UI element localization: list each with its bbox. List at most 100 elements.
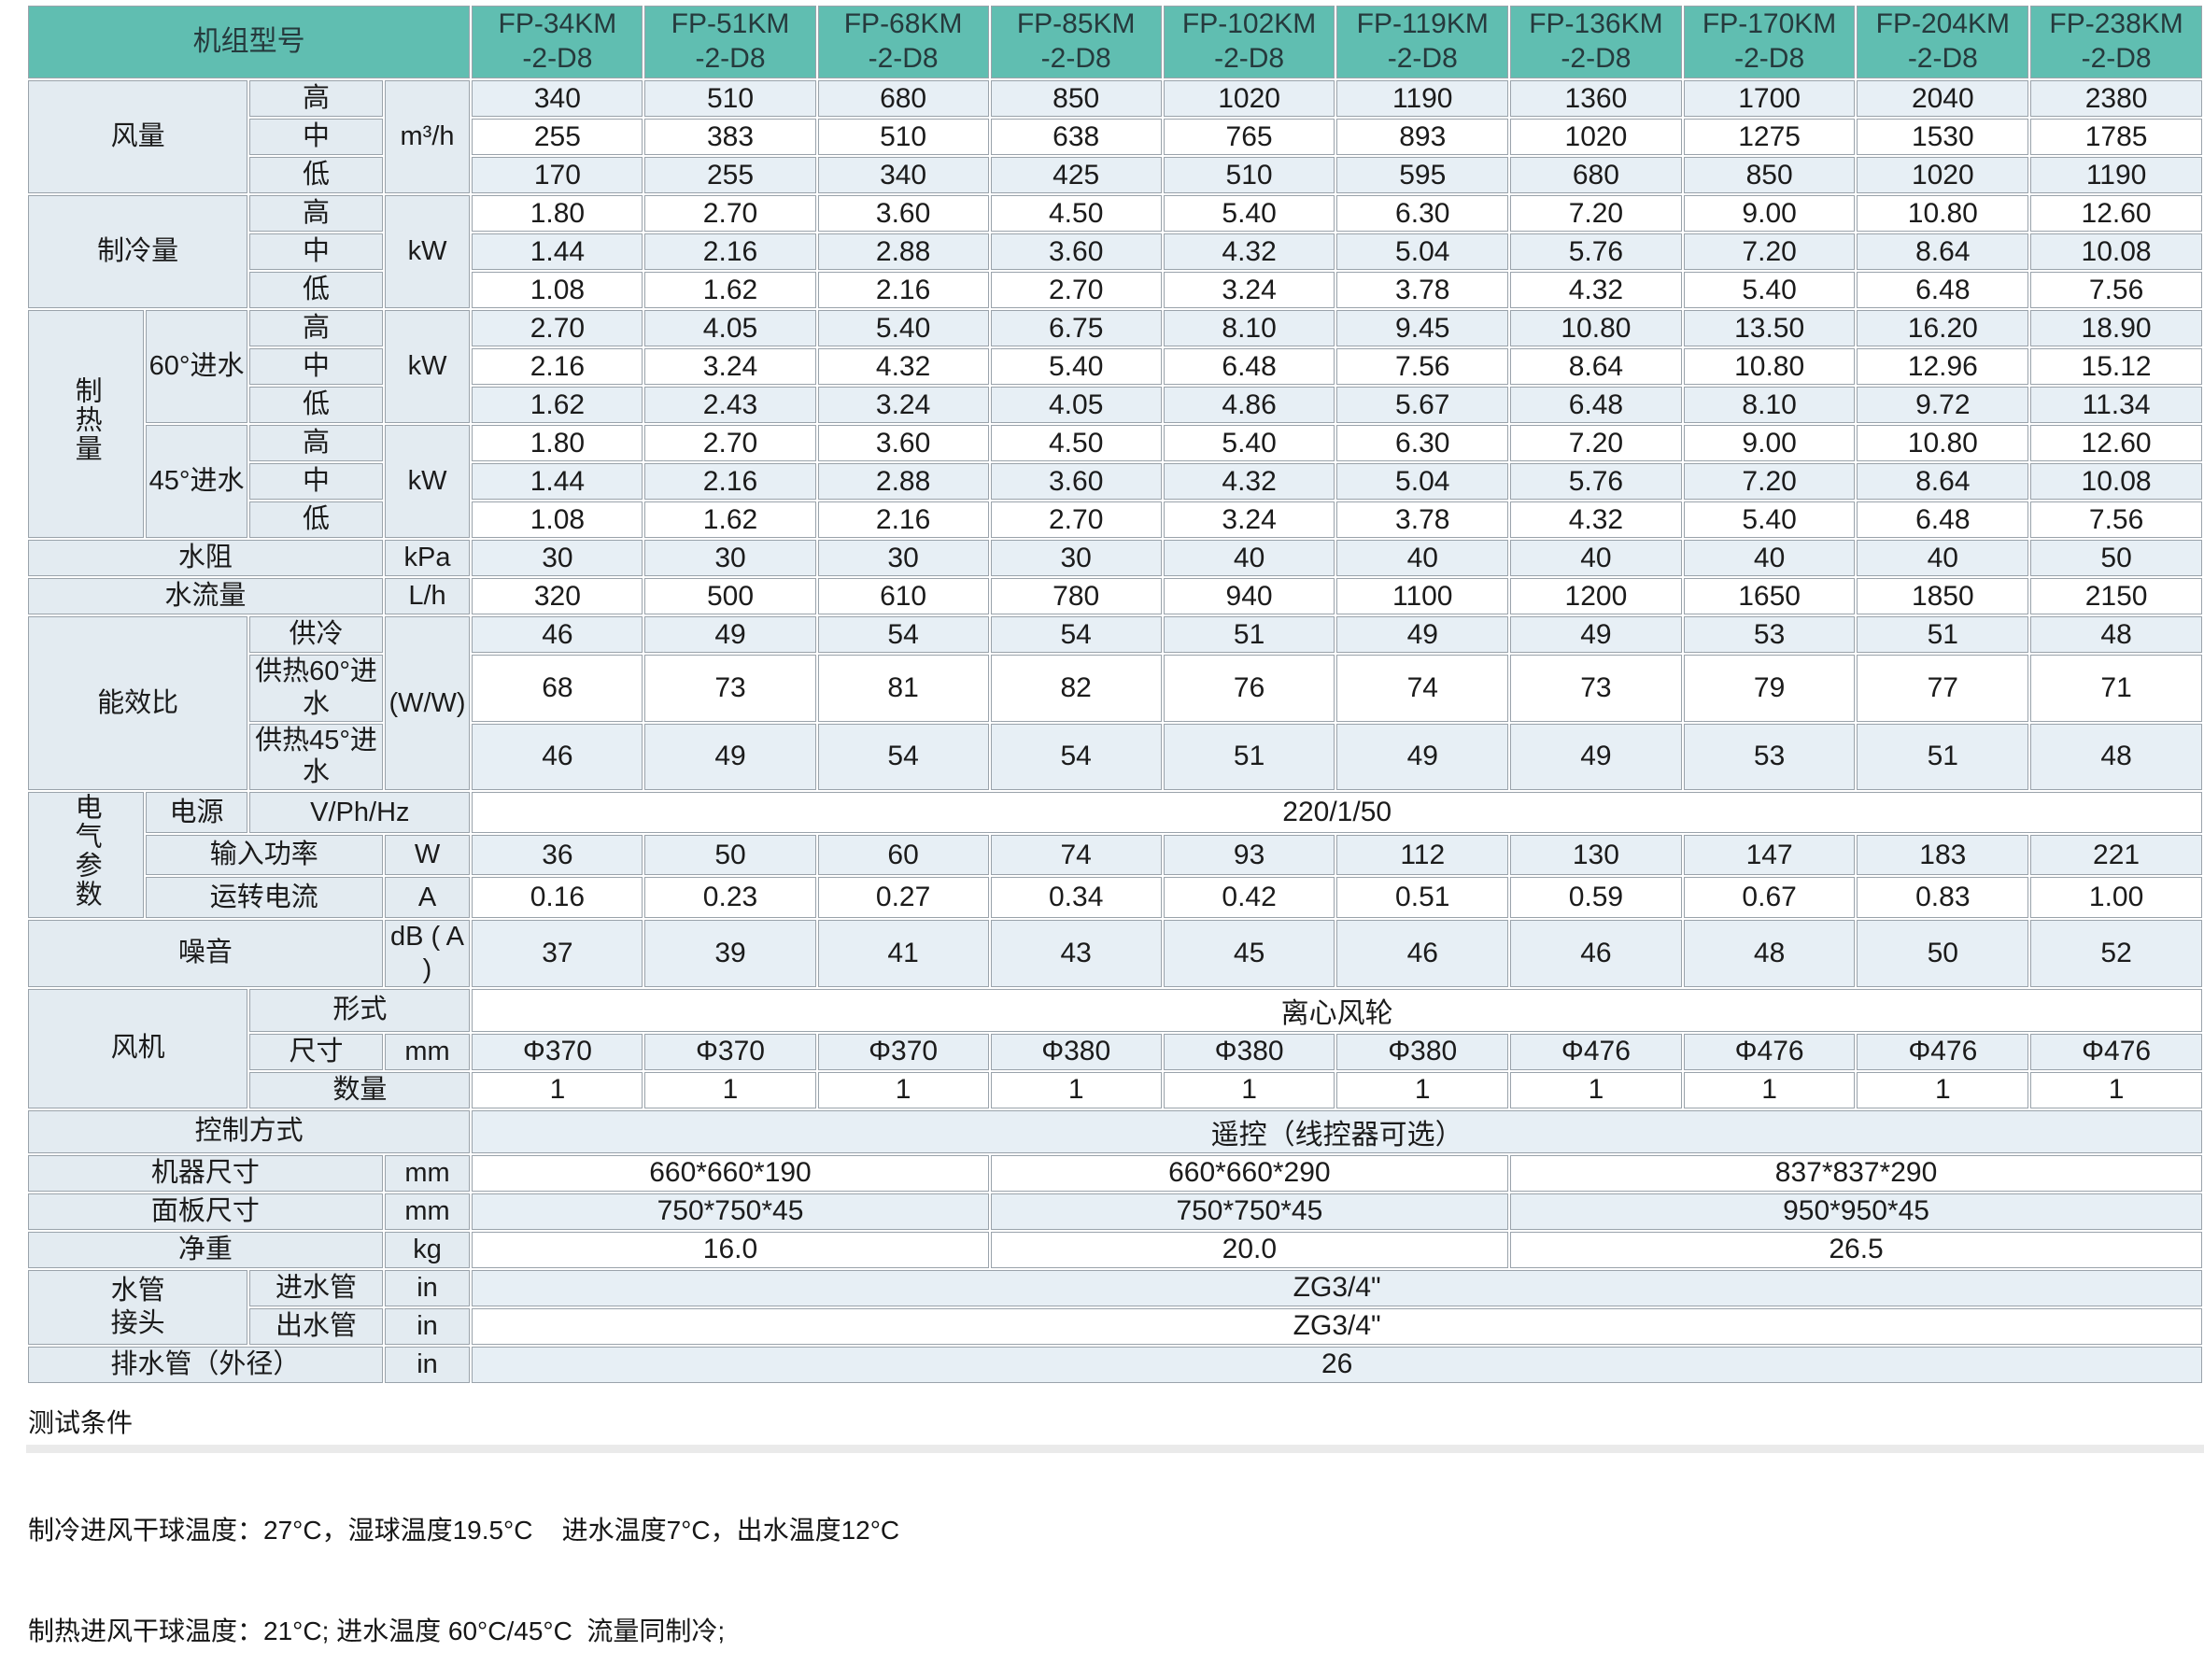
value-cell: 60 [817, 834, 989, 876]
model-header: FP-204KM -2-D8 [1857, 6, 2029, 78]
table-row: 尺寸 mm Φ370 Φ370 Φ370 Φ380 Φ380 Φ380 Φ476 Φ476 Φ476… [28, 1033, 2202, 1070]
row-label: 高 [249, 310, 383, 346]
value-cell: 893 [1336, 119, 1509, 155]
value-cell: 46 [472, 723, 643, 791]
value-cell: 1.62 [644, 501, 816, 538]
value-cell: 5.40 [990, 348, 1162, 385]
value-cell: 15.12 [2030, 348, 2202, 385]
merged-value-cell: 遥控（线控器可选） [472, 1109, 2202, 1153]
value-cell: 850 [1683, 157, 1856, 193]
value-cell: 54 [990, 723, 1162, 791]
spec-table-body: 机组型号 FP-34KM -2-D8 FP-51KM -2-D8 FP-68KM -2… [28, 6, 2202, 1383]
table-row: 中 1.44 2.16 2.88 3.60 4.32 5.04 5.76 7.20 8.64 10.… [28, 463, 2202, 500]
table-row: 电气参数 电源 V/Ph/Hz 220/1/50 [28, 792, 2202, 918]
merged-value-cell: 26.5 [1510, 1231, 2202, 1268]
value-cell: 41 [817, 919, 989, 987]
value-cell: 50 [644, 834, 816, 876]
value-cell: 54 [817, 723, 989, 791]
value-cell: 1200 [1510, 578, 1682, 614]
value-cell: 54 [990, 616, 1162, 653]
value-cell: 2.16 [644, 233, 816, 270]
value-cell: 10.08 [2030, 463, 2202, 500]
model-header: FP-119KM -2-D8 [1336, 6, 1509, 78]
value-cell: 765 [1163, 119, 1335, 155]
value-cell: 30 [990, 540, 1162, 576]
value-cell: 610 [817, 578, 989, 614]
value-cell: 4.32 [1163, 233, 1335, 270]
value-cell: 16.20 [1857, 310, 2029, 346]
value-cell: Φ380 [1336, 1033, 1509, 1070]
value-cell: 3.78 [1336, 272, 1509, 308]
unit-label: dB ( A ) [384, 919, 471, 987]
value-cell: 12.96 [1857, 348, 2029, 385]
merged-value-cell: 26 [472, 1346, 2202, 1383]
value-cell: 76 [1163, 655, 1335, 722]
value-cell: 1.80 [472, 195, 643, 232]
model-header: FP-68KM -2-D8 [817, 6, 989, 78]
table-row: 低 1.08 1.62 2.16 2.70 3.24 3.78 4.32 5.40 6.48 7.5… [28, 501, 2202, 538]
row-label: 水管 接头 [28, 1269, 248, 1345]
row-label: 中 [249, 348, 383, 385]
row-label: 中 [249, 463, 383, 500]
value-cell: 5.40 [1683, 272, 1856, 308]
value-cell: 1 [644, 1071, 816, 1108]
value-cell: 4.50 [990, 195, 1162, 232]
value-cell: 1.44 [472, 233, 643, 270]
value-cell: 46 [472, 616, 643, 653]
merged-value-cell: 16.0 [472, 1231, 989, 1268]
value-cell: 1.44 [472, 463, 643, 500]
value-cell: 5.40 [1683, 501, 1856, 538]
unit-label: (W/W) [384, 616, 471, 791]
row-label: 风量 [28, 80, 248, 193]
unit-label: kW [384, 310, 471, 423]
row-label: 控制方式 [28, 1109, 471, 1153]
value-cell: 1 [1857, 1071, 2029, 1108]
value-cell: 510 [817, 119, 989, 155]
value-cell: 0.34 [990, 877, 1162, 918]
value-cell: Φ476 [1857, 1033, 2029, 1070]
merged-value-cell: 660*660*290 [990, 1154, 1509, 1192]
model-header: FP-51KM -2-D8 [644, 6, 816, 78]
value-cell: 9.72 [1857, 387, 2029, 423]
value-cell: 40 [1336, 540, 1509, 576]
value-cell: Φ380 [990, 1033, 1162, 1070]
unit-label: mm [384, 1033, 471, 1070]
value-cell: 1 [1336, 1071, 1509, 1108]
value-cell: 53 [1683, 723, 1856, 791]
unit-label: in [384, 1269, 471, 1306]
value-cell: 1190 [1336, 80, 1509, 117]
table-row: 机器尺寸 mm 660*660*190 660*660*290 837*837*290 [28, 1154, 2202, 1192]
value-cell: 6.30 [1336, 195, 1509, 232]
value-cell: 37 [472, 919, 643, 987]
row-label: 水阻 [28, 540, 383, 576]
value-cell: 1 [472, 1071, 643, 1108]
table-row: 面板尺寸 mm 750*750*45 750*750*45 950*950*45 [28, 1193, 2202, 1230]
value-cell: 638 [990, 119, 1162, 155]
value-cell: 1.62 [472, 387, 643, 423]
table-row: 低 170 255 340 425 510 595 680 850 1020 1190 [28, 157, 2202, 193]
value-cell: 43 [990, 919, 1162, 987]
value-cell: 8.10 [1683, 387, 1856, 423]
value-cell: 8.64 [1510, 348, 1682, 385]
value-cell: 2.88 [817, 233, 989, 270]
value-cell: 81 [817, 655, 989, 722]
value-cell: 510 [644, 80, 816, 117]
value-cell: 12.60 [2030, 425, 2202, 461]
row-label: 净重 [28, 1231, 383, 1268]
value-cell: 49 [1510, 723, 1682, 791]
value-cell: 49 [1510, 616, 1682, 653]
value-cell: 40 [1510, 540, 1682, 576]
unit-label: kW [384, 195, 471, 308]
value-cell: 2.43 [644, 387, 816, 423]
value-cell: 7.20 [1510, 425, 1682, 461]
value-cell: 320 [472, 578, 643, 614]
table-row: 输入功率 W 36 50 60 74 93 112 130 147 183 221 [28, 834, 2202, 876]
value-cell: 40 [1857, 540, 2029, 576]
row-label: 低 [249, 501, 383, 538]
value-cell: 4.32 [1510, 501, 1682, 538]
merged-value-cell: 950*950*45 [1510, 1193, 2202, 1230]
value-cell: 5.40 [817, 310, 989, 346]
value-cell: 73 [1510, 655, 1682, 722]
unit-label: kPa [384, 540, 471, 576]
value-cell: 170 [472, 157, 643, 193]
